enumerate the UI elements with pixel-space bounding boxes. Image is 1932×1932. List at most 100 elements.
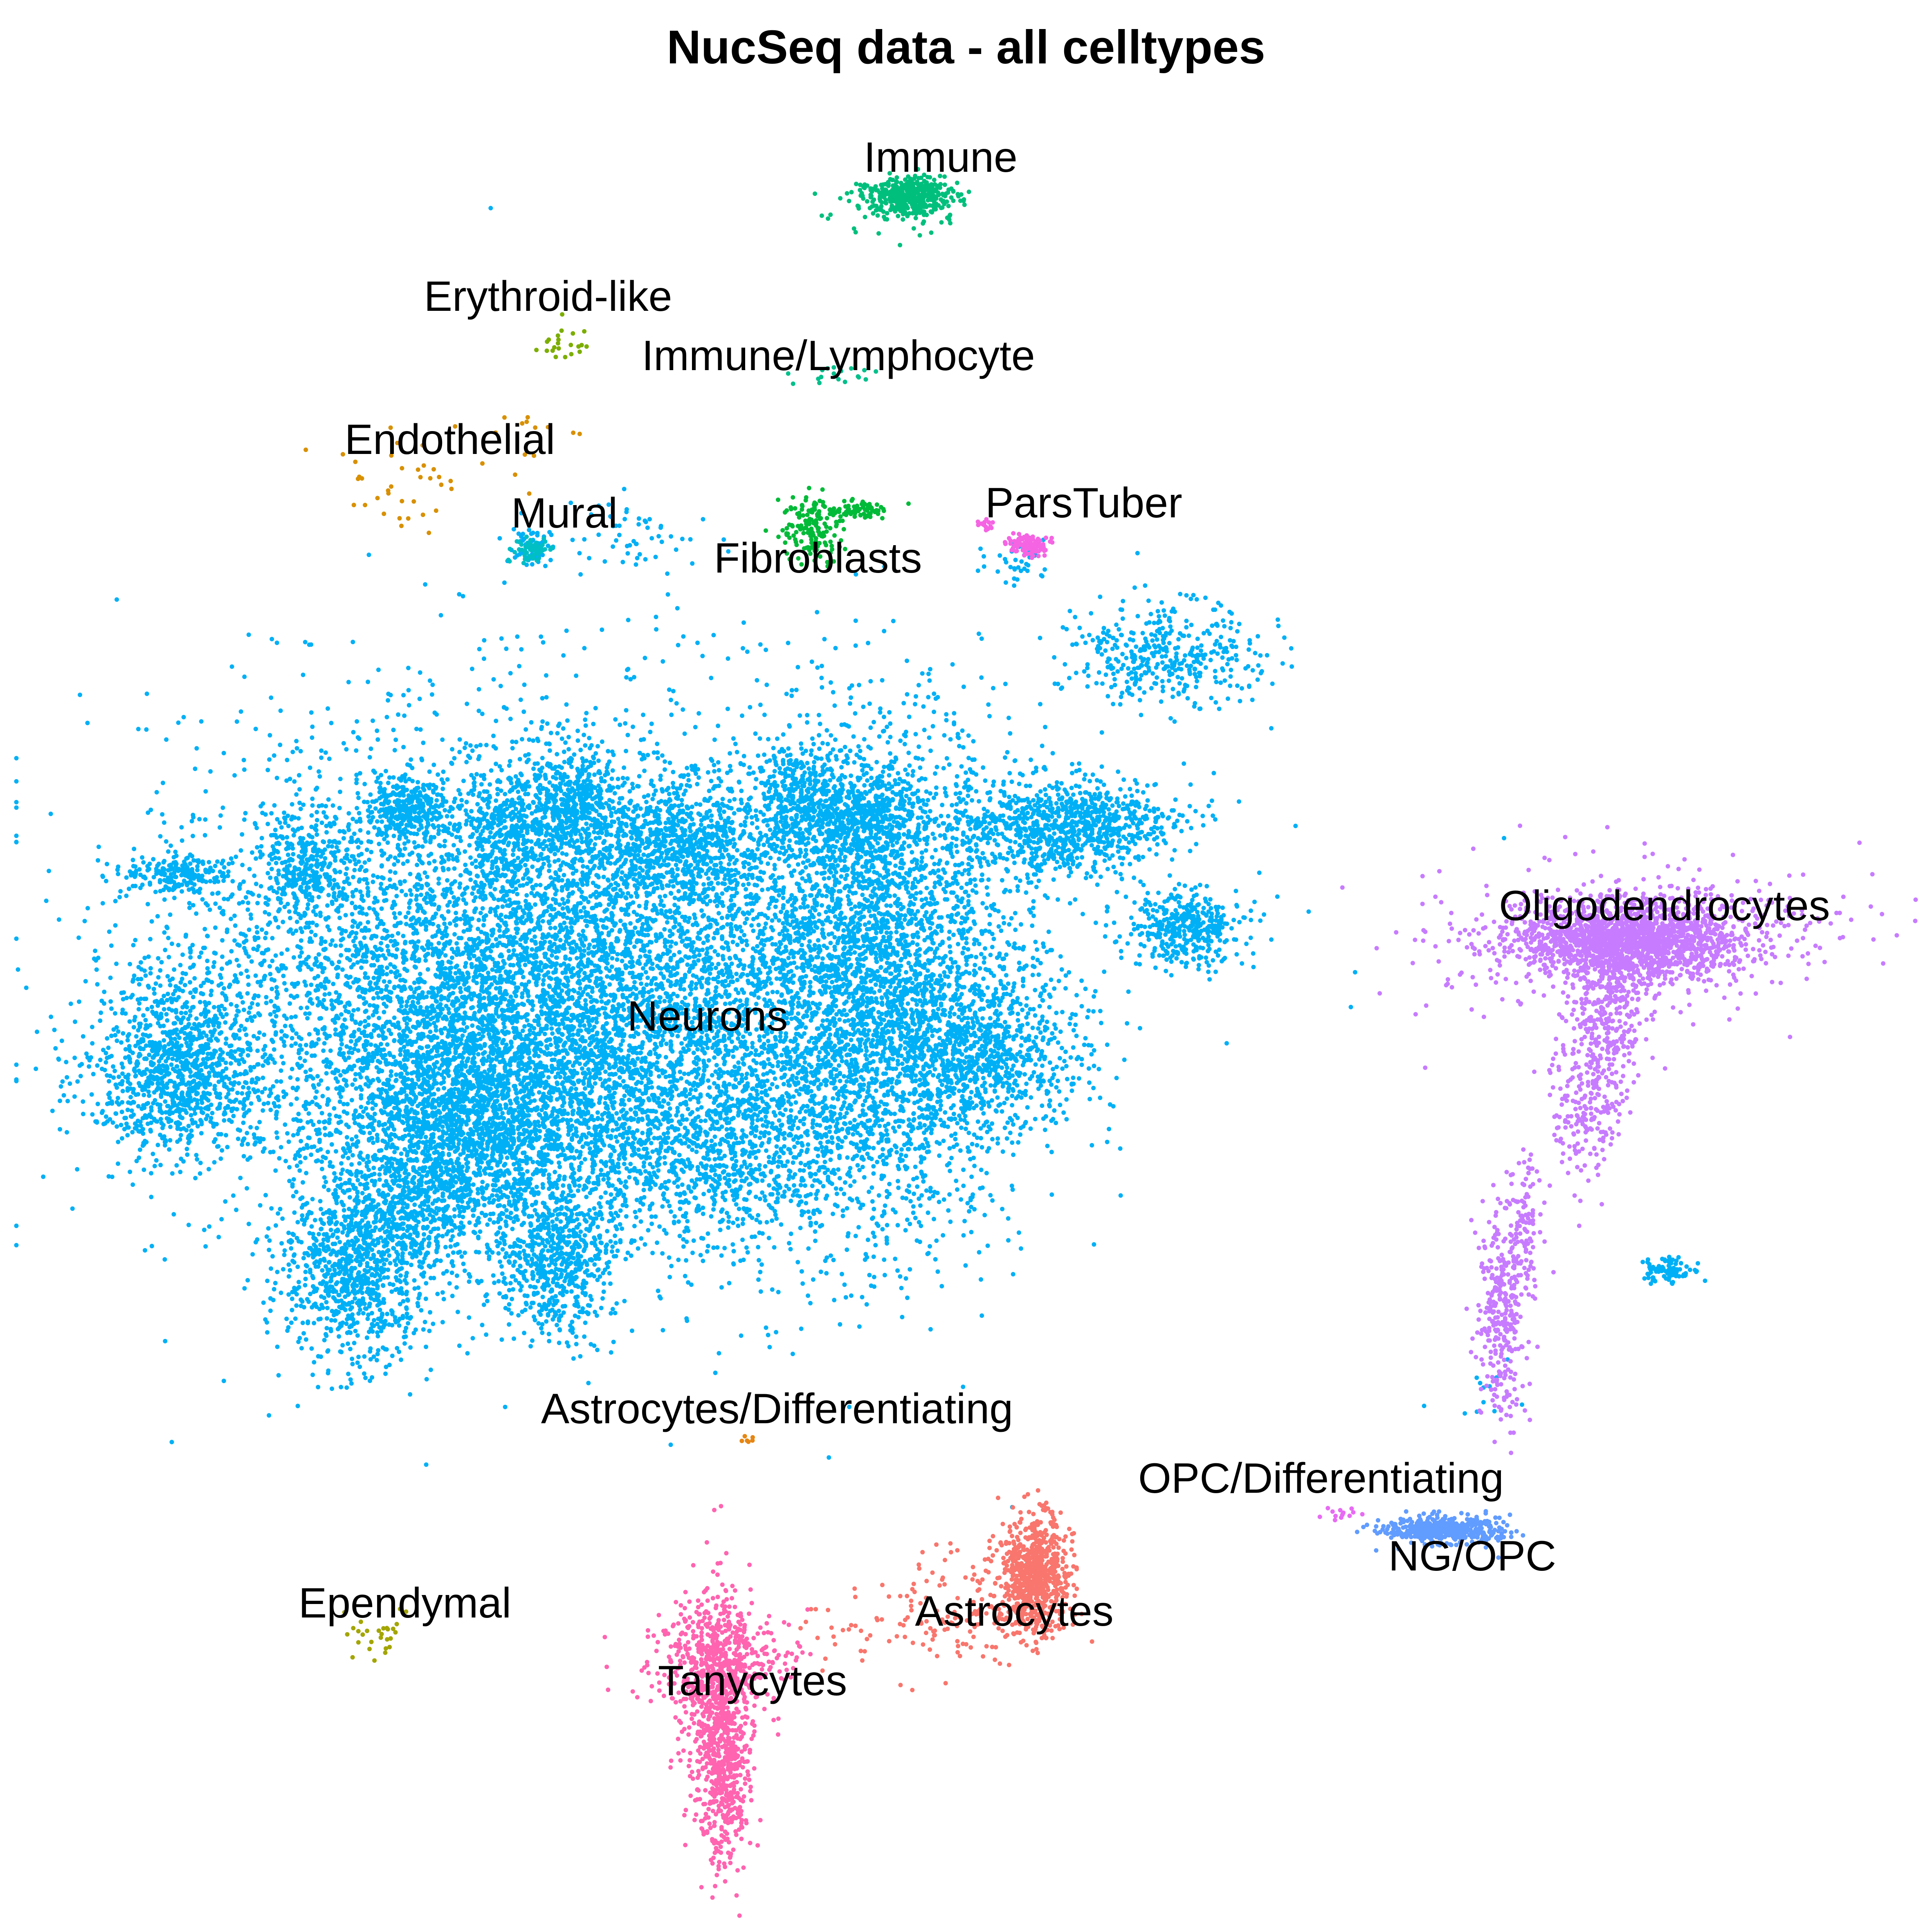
data-point [770, 918, 775, 923]
data-point [549, 953, 554, 958]
data-point [294, 746, 299, 751]
data-point [221, 1379, 226, 1383]
data-point [294, 919, 299, 924]
data-point [598, 976, 603, 981]
data-point [169, 1062, 174, 1067]
data-point [586, 1381, 591, 1386]
data-point [717, 911, 721, 916]
data-point [425, 1014, 429, 1019]
data-point [564, 852, 569, 857]
data-point [413, 845, 418, 850]
data-point [639, 981, 644, 986]
data-point [292, 955, 296, 960]
data-point [667, 1106, 672, 1111]
data-point [481, 890, 485, 894]
data-point [447, 900, 452, 905]
data-point [303, 1042, 308, 1047]
data-point [657, 1224, 662, 1229]
data-point [272, 1047, 276, 1052]
data-point [539, 1004, 544, 1009]
data-point [284, 1316, 289, 1321]
data-point [243, 811, 248, 815]
data-point [153, 981, 158, 986]
data-point [388, 883, 393, 888]
data-point [301, 802, 306, 807]
data-point [287, 1165, 292, 1170]
data-point [527, 959, 532, 964]
data-points [14, 167, 1918, 1918]
data-point [223, 1199, 228, 1204]
data-point [367, 906, 372, 910]
data-point [435, 1049, 440, 1054]
data-point [674, 863, 678, 867]
data-point [366, 975, 371, 980]
data-point [292, 1210, 297, 1215]
data-point [193, 1176, 198, 1181]
data-point [689, 1087, 694, 1092]
data-point [611, 905, 616, 910]
data-point [627, 1048, 631, 1053]
data-point [331, 982, 336, 986]
data-point [578, 1028, 583, 1033]
data-point [298, 1043, 303, 1048]
data-point [281, 1061, 286, 1066]
data-point [707, 789, 712, 793]
data-point [916, 935, 921, 939]
data-point [436, 961, 440, 965]
data-point [279, 1029, 284, 1034]
data-point [716, 975, 721, 979]
data-point [728, 898, 733, 903]
data-point [246, 1053, 250, 1058]
data-point [405, 859, 410, 864]
data-point [149, 1195, 154, 1200]
data-point [292, 1156, 297, 1161]
data-point [329, 1142, 334, 1147]
data-point [500, 885, 505, 890]
data-point [237, 1036, 242, 1041]
data-point [447, 941, 452, 946]
data-point [215, 859, 220, 864]
data-point [791, 955, 796, 959]
data-point [313, 1027, 318, 1032]
data-point [375, 991, 380, 995]
data-point [418, 727, 423, 732]
data-point [701, 882, 706, 887]
data-point [444, 926, 449, 930]
data-point [601, 924, 606, 929]
data-point [593, 1081, 598, 1086]
data-point [440, 962, 445, 967]
data-point [409, 1071, 414, 1076]
data-point [693, 725, 698, 730]
data-point [656, 1288, 660, 1293]
data-point [613, 899, 618, 904]
data-point [465, 970, 470, 975]
data-point [252, 993, 257, 998]
data-point [454, 941, 459, 946]
data-point [226, 869, 231, 874]
data-point [319, 1159, 324, 1164]
data-point [664, 909, 669, 914]
data-point [290, 1036, 294, 1040]
data-point [539, 1027, 544, 1031]
data-point [682, 987, 687, 992]
data-point [314, 923, 319, 928]
data-point [279, 1079, 283, 1084]
data-point [333, 858, 338, 863]
data-point [303, 1011, 308, 1016]
data-point [584, 923, 589, 928]
data-point [773, 904, 778, 909]
data-point [1042, 1128, 1047, 1132]
data-point [699, 908, 704, 913]
data-point [445, 878, 450, 883]
data-point [737, 1206, 741, 1211]
data-point [409, 922, 414, 927]
data-point [449, 1270, 454, 1275]
data-point [811, 741, 816, 746]
data-point [607, 1077, 611, 1082]
data-point [675, 1078, 680, 1083]
data-point [530, 947, 535, 952]
data-point [521, 945, 526, 950]
data-point [309, 982, 314, 987]
data-point [165, 991, 170, 996]
data-point [372, 1112, 377, 1117]
